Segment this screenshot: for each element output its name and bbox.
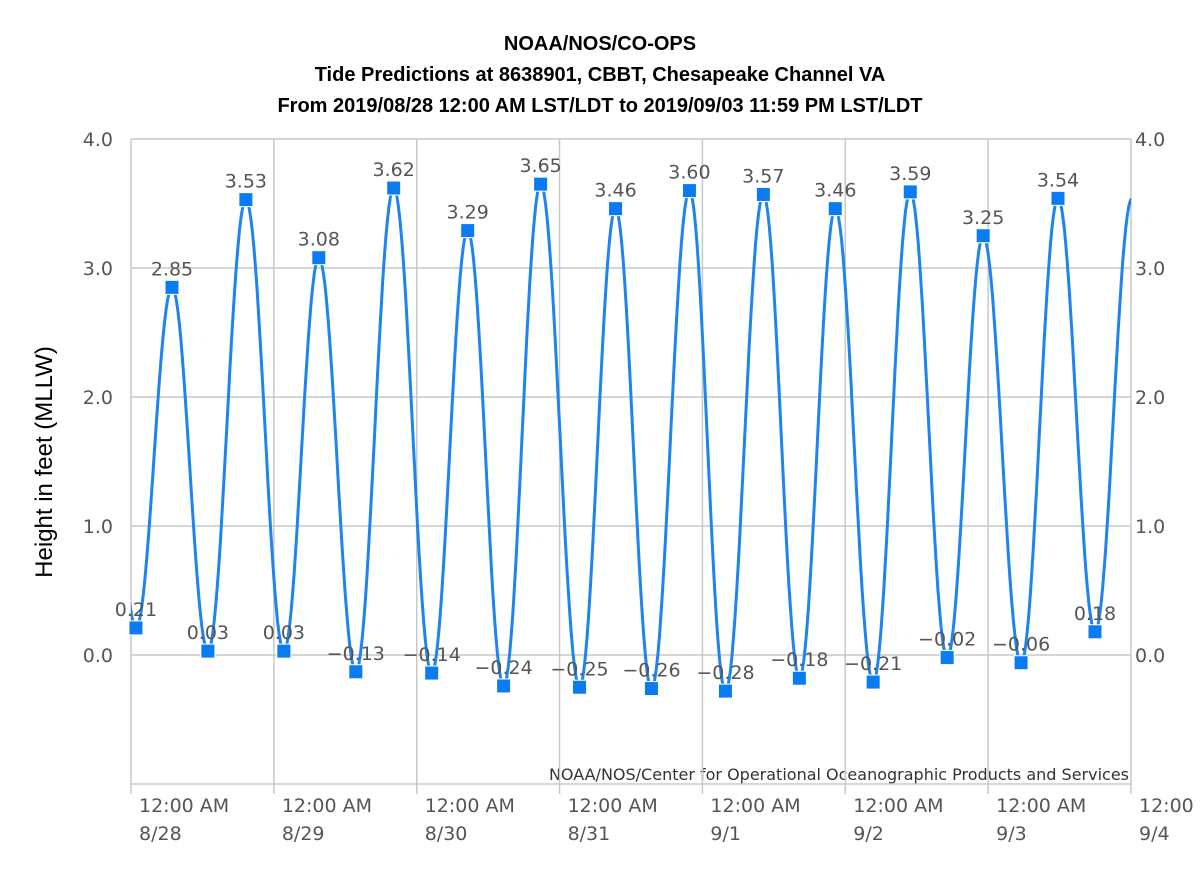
y-tick-label: 0.0	[83, 645, 113, 667]
point-marker	[1050, 190, 1066, 206]
tide-line	[131, 181, 1131, 694]
point-marker	[424, 665, 440, 681]
credit: NOAA/NOS/Center for Operational Oceanogr…	[549, 765, 1129, 784]
point-marker	[902, 184, 918, 200]
point-marker	[755, 186, 771, 202]
chart-title: From 2019/08/28 12:00 AM LST/LDT to 2019…	[277, 95, 922, 117]
y-tick-label: 4.0	[83, 129, 113, 151]
y-tick-label: 1.0	[83, 516, 113, 538]
x-tick-label: 12:00 AM 8/29	[282, 795, 372, 845]
value-label: 0.03	[187, 622, 229, 644]
value-label: 3.60	[668, 162, 710, 184]
y2-tick-label: 1.0	[1135, 516, 1165, 538]
chart-title: Tide Predictions at 8638901, CBBT, Chesa…	[315, 64, 886, 86]
value-label: 3.29	[447, 202, 489, 224]
value-label: −0.18	[770, 649, 828, 671]
y-axis-label: Height in feet (MLLW)	[31, 346, 58, 578]
point-marker	[643, 681, 659, 697]
value-label: 3.54	[1037, 169, 1079, 191]
y-tick-label: 2.0	[83, 387, 113, 409]
point-marker	[1013, 655, 1029, 671]
point-marker	[533, 176, 549, 192]
point-marker	[496, 678, 512, 694]
value-label: 0.18	[1074, 603, 1116, 625]
value-label: −0.14	[403, 644, 461, 666]
value-label: 3.62	[373, 159, 415, 181]
value-label: 3.25	[962, 207, 1004, 229]
y2-tick-label: 0.0	[1135, 645, 1165, 667]
point-marker	[238, 192, 254, 208]
x-tick-label: 12:00 AM 9/3	[996, 795, 1086, 845]
point-marker	[164, 279, 180, 295]
value-label: −0.25	[550, 658, 608, 680]
value-label: 0.03	[263, 622, 305, 644]
value-label: 3.46	[814, 180, 856, 202]
value-label: 0.21	[115, 599, 157, 621]
value-label: −0.24	[475, 657, 533, 679]
value-label: 3.53	[225, 171, 267, 193]
y2-tick-label: 3.0	[1135, 258, 1165, 280]
point-marker	[128, 620, 144, 636]
x-tick-label: 12:00 AM 8/30	[425, 795, 515, 845]
y2-tick-label: 4.0	[1135, 129, 1165, 151]
x-tick-label: 12:00 AM 9/1	[710, 795, 800, 845]
value-label: 3.57	[742, 165, 784, 187]
point-marker	[939, 650, 955, 666]
point-marker	[865, 674, 881, 690]
value-label: −0.13	[327, 643, 385, 665]
value-label: −0.21	[844, 653, 902, 675]
value-label: 3.46	[594, 180, 636, 202]
point-marker	[791, 670, 807, 686]
point-marker	[572, 679, 588, 695]
x-tick-label: 12:00 AM 9/2	[853, 795, 943, 845]
point-marker	[717, 683, 733, 699]
x-tick-label: 12:00 AM 8/31	[568, 795, 658, 845]
point-marker	[386, 180, 402, 196]
point-marker	[681, 183, 697, 199]
x-tick-label: 12:00 AM 8/28	[139, 795, 229, 845]
point-marker	[608, 201, 624, 217]
point-marker	[348, 664, 364, 680]
point-marker	[1087, 624, 1103, 640]
value-label: 3.59	[889, 163, 931, 185]
value-label: −0.02	[918, 629, 976, 651]
point-marker	[460, 223, 476, 239]
value-label: −0.26	[622, 660, 680, 682]
point-marker	[827, 201, 843, 217]
chart-title: NOAA/NOS/CO-OPS	[504, 33, 696, 55]
value-label: 2.85	[151, 258, 193, 280]
point-marker	[276, 643, 292, 659]
x-tick-label: 12:00 9/4	[1139, 795, 1194, 845]
value-label: −0.28	[696, 662, 754, 684]
value-label: 3.65	[519, 155, 561, 177]
point-marker	[311, 250, 327, 266]
y2-tick-label: 2.0	[1135, 387, 1165, 409]
point-marker	[200, 643, 216, 659]
y-tick-label: 3.0	[83, 258, 113, 280]
point-marker	[975, 228, 991, 244]
value-label: −0.06	[992, 634, 1050, 656]
value-label: 3.08	[298, 229, 340, 251]
